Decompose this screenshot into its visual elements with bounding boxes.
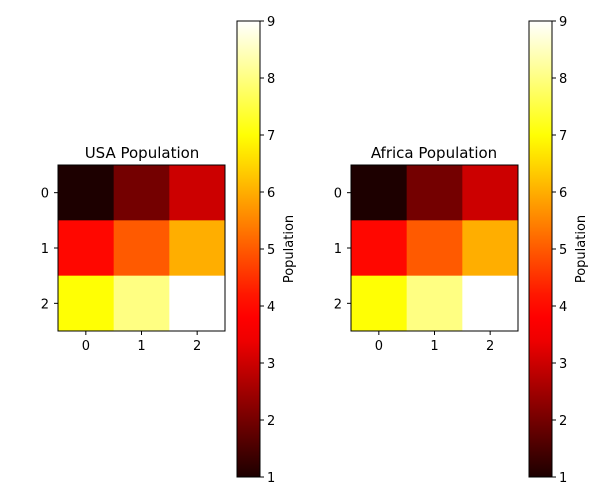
africa-colorbar-tick-label: 7: [559, 129, 567, 144]
usa-heatmap-cell: [58, 275, 115, 332]
usa-colorbar-tick-label: 9: [267, 15, 275, 30]
africa-colorbar-tick-label: 6: [559, 186, 567, 201]
usa-colorbar: [237, 21, 260, 477]
africa-colorbar-label: Population: [574, 215, 589, 283]
africa-x-tick-label: 2: [486, 339, 494, 354]
usa-heatmap-cell: [169, 275, 226, 332]
usa-x-tick-label: 0: [82, 339, 90, 354]
africa-panel: Africa Population Population 0 1 2 0 1 2 1 2 3 4 5…: [334, 15, 589, 486]
usa-x-tick-label: 2: [193, 339, 201, 354]
usa-colorbar-tick-label: 8: [267, 72, 275, 87]
usa-heatmap-cell: [113, 275, 170, 332]
africa-colorbar-tick-label: 3: [559, 357, 567, 372]
usa-colorbar-tick-label: 6: [267, 186, 275, 201]
africa-colorbar-tick-label: 8: [559, 72, 567, 87]
usa-y-tick-label: 2: [41, 297, 49, 312]
africa-colorbar: [529, 21, 552, 477]
africa-y-tick-label: 0: [334, 187, 342, 202]
africa-heatmap-cell: [462, 165, 519, 221]
usa-x-tick-label: 1: [137, 339, 145, 354]
africa-heatmap-cell: [351, 165, 408, 221]
africa-heatmap-cell: [406, 220, 463, 277]
africa-colorbar-tick-label: 5: [559, 243, 567, 258]
usa-colorbar-tick-label: 1: [267, 471, 275, 486]
usa-colorbar-tick-label: 5: [267, 243, 275, 258]
usa-y-tick-label: 0: [41, 187, 49, 202]
africa-colorbar-tick-label: 9: [559, 15, 567, 30]
usa-heatmap-cell: [169, 220, 226, 277]
usa-colorbar-label: Population: [282, 215, 297, 283]
africa-y-tick-label: 2: [334, 297, 342, 312]
africa-colorbar-tick-label: 4: [559, 300, 567, 315]
africa-colorbar-tick-label: 1: [559, 471, 567, 486]
usa-heatmap-cell: [58, 220, 115, 277]
africa-heatmap-cell: [462, 275, 519, 332]
africa-heatmap-cell: [406, 165, 463, 221]
usa-colorbar-tick-label: 4: [267, 300, 275, 315]
usa-heatmap-cell: [113, 220, 170, 277]
africa-heatmap-cell: [462, 220, 519, 277]
africa-y-tick-label: 1: [334, 242, 342, 257]
africa-heatmap-cell: [351, 275, 408, 332]
usa-colorbar-tick-label: 7: [267, 129, 275, 144]
usa-heatmap-cell: [113, 165, 170, 221]
usa-chart-title: USA Population: [85, 144, 200, 162]
africa-heatmap-cell: [406, 275, 463, 332]
usa-heatmap-cell: [169, 165, 226, 221]
usa-colorbar-tick-label: 3: [267, 357, 275, 372]
usa-heatmap-cell: [58, 165, 115, 221]
africa-x-tick-label: 0: [375, 339, 383, 354]
usa-panel: USA Population Population 0 1 2 0 1 2 1 2 3 4 5 6 7 8…: [41, 15, 297, 486]
africa-chart-title: Africa Population: [371, 144, 497, 162]
africa-colorbar-tick-label: 2: [559, 414, 567, 429]
usa-y-tick-label: 1: [41, 242, 49, 257]
africa-heatmap-cell: [351, 220, 408, 277]
usa-colorbar-tick-label: 2: [267, 414, 275, 429]
africa-x-tick-label: 1: [430, 339, 438, 354]
